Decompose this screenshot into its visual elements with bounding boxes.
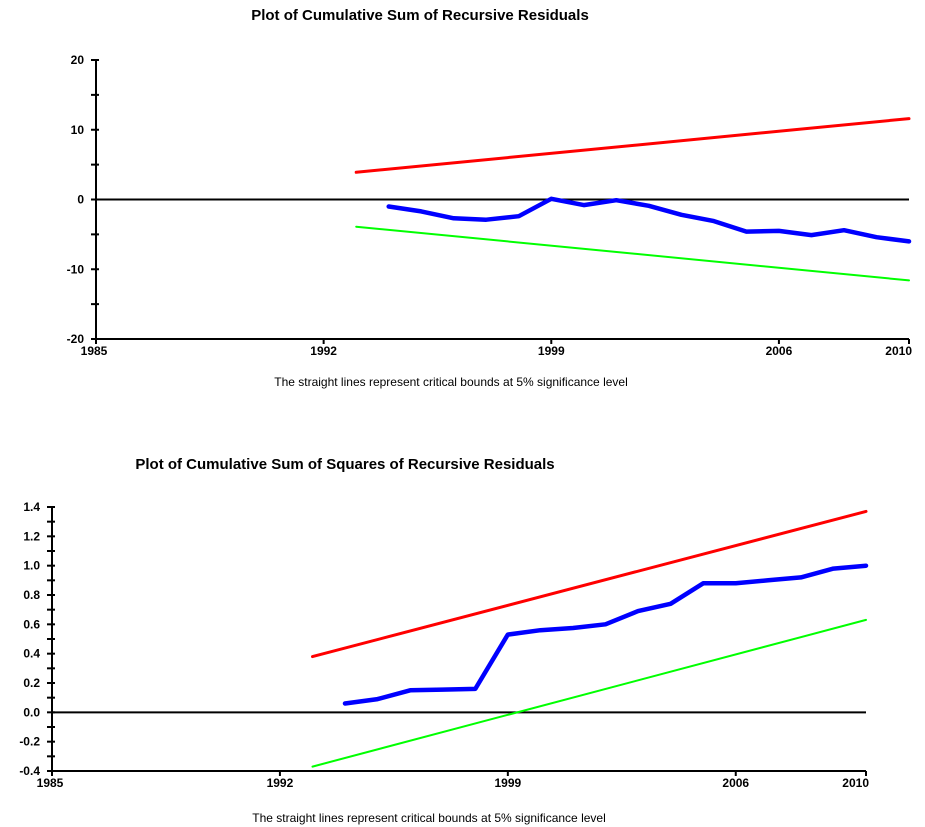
y-tick-label: 0.4 — [23, 647, 40, 661]
y-tick-label: 0.6 — [23, 617, 40, 631]
lower-bound-line — [355, 225, 910, 282]
upper-bound-line — [354, 117, 911, 174]
cusumsq-line — [342, 563, 869, 706]
x-tick-label: 1992 — [310, 344, 337, 358]
y-tick-label: -0.2 — [19, 735, 40, 749]
y-tick-label: -20 — [67, 332, 85, 346]
chart-note: The straight lines represent critical bo… — [274, 375, 628, 389]
x-tick-label: 2006 — [766, 344, 793, 358]
y-tick-label: 1.2 — [23, 529, 40, 543]
x-tick-label: 2010 — [885, 344, 912, 358]
x-tick-label: 1999 — [538, 344, 565, 358]
y-tick-label: 0.2 — [23, 676, 40, 690]
y-tick-label: 10 — [71, 123, 85, 137]
y-tick-label: -0.4 — [19, 764, 40, 778]
x-tick-label: 1992 — [267, 776, 294, 790]
chart-title: Plot of Cumulative Sum of Squares of Rec… — [135, 456, 554, 473]
x-tick-label: 1985 — [81, 344, 108, 358]
lower-bound-line — [311, 618, 867, 768]
cusumsq-chart: Plot of Cumulative Sum of Squares of Rec… — [19, 456, 869, 825]
cusum-chart: Plot of Cumulative Sum of Recursive Resi… — [67, 7, 913, 389]
x-tick-label: 1999 — [494, 776, 521, 790]
upper-bound-line — [311, 509, 868, 659]
x-tick-label: 2010 — [842, 776, 869, 790]
x-tick-label: 2006 — [722, 776, 749, 790]
cusum-line — [386, 196, 912, 244]
y-tick-label: 1.4 — [23, 500, 40, 514]
chart-title: Plot of Cumulative Sum of Recursive Resi… — [251, 7, 589, 24]
x-tick-label: 1985 — [37, 776, 64, 790]
chart-note: The straight lines represent critical bo… — [252, 811, 606, 825]
y-tick-label: 1.0 — [23, 559, 40, 573]
y-tick-label: 0.8 — [23, 588, 40, 602]
y-tick-label: -10 — [67, 262, 85, 276]
y-tick-label: 20 — [71, 53, 85, 67]
y-tick-label: 0.0 — [23, 705, 40, 719]
y-tick-label: 0 — [77, 193, 84, 207]
